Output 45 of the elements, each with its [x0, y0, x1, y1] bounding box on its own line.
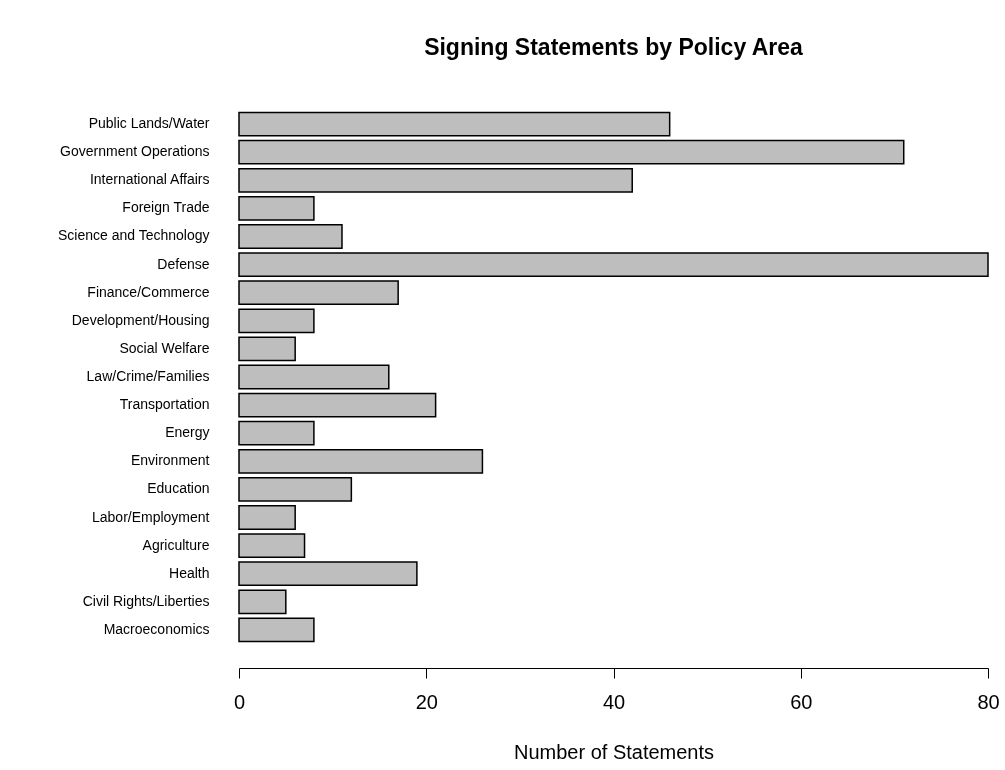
bar — [238, 252, 989, 278]
bar — [238, 392, 437, 418]
y-tick-label: Social Welfare — [119, 339, 210, 356]
y-tick-label: Development/Housing — [71, 311, 210, 328]
x-tick-label: 40 — [602, 690, 626, 713]
x-tick-label: 20 — [415, 690, 438, 713]
y-tick-label: Foreign Trade — [122, 199, 210, 216]
y-tick-label: Transportation — [119, 396, 210, 413]
bar — [238, 280, 399, 306]
y-tick-label: Civil Rights/Liberties — [82, 592, 210, 609]
y-tick-label: Science and Technology — [57, 227, 210, 244]
y-tick-label: Education — [147, 480, 210, 497]
bar — [238, 336, 296, 362]
bar — [238, 505, 296, 530]
x-tick-label: 80 — [977, 690, 1000, 713]
x-tick-label: 60 — [790, 690, 813, 713]
y-tick-label: Labor/Employment — [91, 508, 210, 525]
bar — [238, 448, 484, 474]
y-tick-label: Health — [169, 564, 210, 581]
bar — [238, 364, 390, 390]
bar — [238, 308, 315, 334]
y-tick-label: Government Operations — [60, 143, 210, 160]
bar — [238, 139, 905, 165]
bar — [238, 589, 287, 615]
y-tick-label: International Affairs — [89, 171, 210, 188]
x-tick-label: 0 — [233, 690, 246, 713]
bar — [238, 617, 315, 643]
y-tick-label: Public Lands/Water — [88, 115, 210, 132]
y-tick-label: Energy — [165, 424, 210, 441]
x-axis-title: Number of Statements — [513, 740, 715, 763]
y-tick-label: Macroeconomics — [103, 620, 210, 637]
chart-title: Signing Statements by Policy Area — [424, 34, 804, 60]
bar — [238, 476, 353, 502]
y-tick-label: Finance/Commerce — [87, 283, 210, 300]
bar — [238, 167, 633, 193]
y-tick-label: Law/Crime/Families — [86, 368, 210, 384]
bar — [238, 533, 306, 559]
y-tick-label: Environment — [130, 452, 210, 469]
bar — [238, 420, 315, 446]
bar — [238, 561, 418, 587]
bar — [238, 195, 315, 221]
bar — [238, 111, 671, 137]
y-tick-label: Agriculture — [142, 536, 210, 553]
y-tick-label: Defense — [157, 255, 210, 272]
bar — [238, 224, 343, 249]
